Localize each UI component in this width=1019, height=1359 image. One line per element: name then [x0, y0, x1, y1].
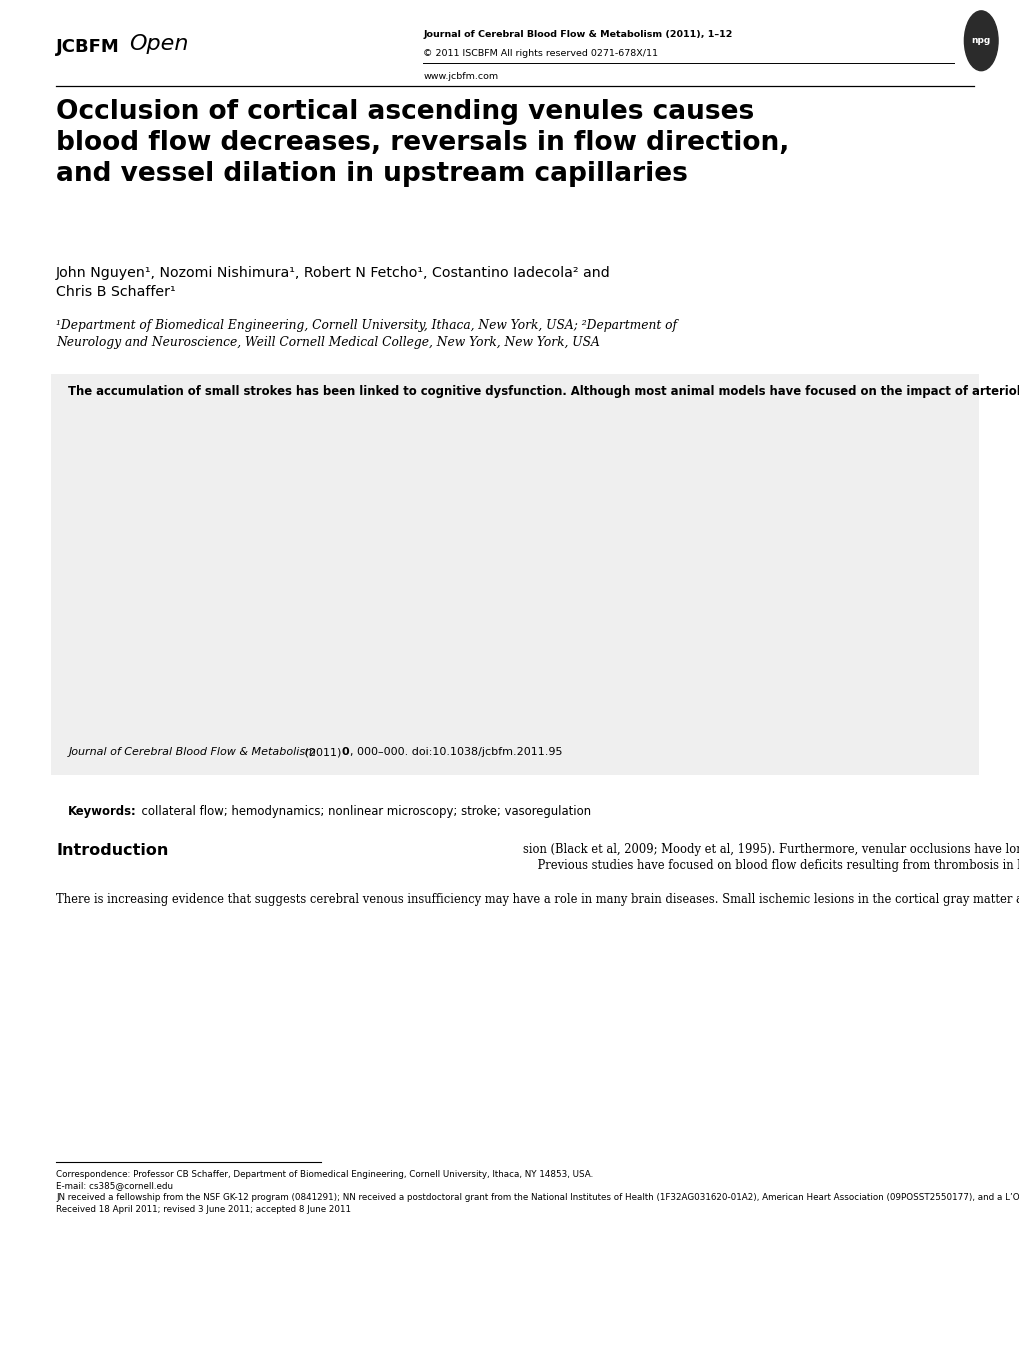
- Text: Occlusion of cortical ascending venules causes
blood flow decreases, reversals i: Occlusion of cortical ascending venules …: [56, 99, 789, 188]
- Text: John Nguyen¹, Nozomi Nishimura¹, Robert N Fetcho¹, Costantino Iadecola² and
Chri: John Nguyen¹, Nozomi Nishimura¹, Robert …: [56, 266, 610, 299]
- Text: The accumulation of small strokes has been linked to cognitive dysfunction. Alth: The accumulation of small strokes has be…: [68, 385, 1019, 398]
- Text: Correspondence: Professor CB Schaffer, Department of Biomedical Engineering, Cor: Correspondence: Professor CB Schaffer, D…: [56, 1170, 1019, 1214]
- FancyBboxPatch shape: [51, 374, 978, 775]
- Text: (2011): (2011): [301, 747, 344, 757]
- Text: There is increasing evidence that suggests cerebral venous insufficiency may hav: There is increasing evidence that sugges…: [56, 893, 1019, 906]
- Text: npg: npg: [971, 37, 989, 45]
- Text: collateral flow; hemodynamics; nonlinear microscopy; stroke; vasoregulation: collateral flow; hemodynamics; nonlinear…: [133, 805, 590, 818]
- Text: www.jcbfm.com: www.jcbfm.com: [423, 72, 498, 82]
- Text: Journal of Cerebral Blood Flow & Metabolism: Journal of Cerebral Blood Flow & Metabol…: [68, 747, 316, 757]
- Text: Open: Open: [129, 34, 189, 54]
- Text: Journal of Cerebral Blood Flow & Metabolism (2011), 1–12: Journal of Cerebral Blood Flow & Metabol…: [423, 30, 732, 39]
- Ellipse shape: [964, 11, 998, 71]
- Text: ¹Department of Biomedical Engineering, Cornell University, Ithaca, New York, USA: ¹Department of Biomedical Engineering, C…: [56, 319, 677, 349]
- Text: © 2011 ISCBFM All rights reserved 0271-678X/11: © 2011 ISCBFM All rights reserved 0271-6…: [423, 49, 657, 58]
- Text: , 000–000. doi:10.1038/jcbfm.2011.95: , 000–000. doi:10.1038/jcbfm.2011.95: [350, 747, 561, 757]
- Text: Introduction: Introduction: [56, 843, 168, 858]
- Text: sion (Black et al, 2009; Moody et al, 1995). Furthermore, venular occlusions hav: sion (Black et al, 2009; Moody et al, 19…: [523, 843, 1019, 872]
- Text: Keywords:: Keywords:: [68, 805, 137, 818]
- Text: 0: 0: [341, 747, 348, 757]
- Text: JCBFM: JCBFM: [56, 38, 120, 56]
